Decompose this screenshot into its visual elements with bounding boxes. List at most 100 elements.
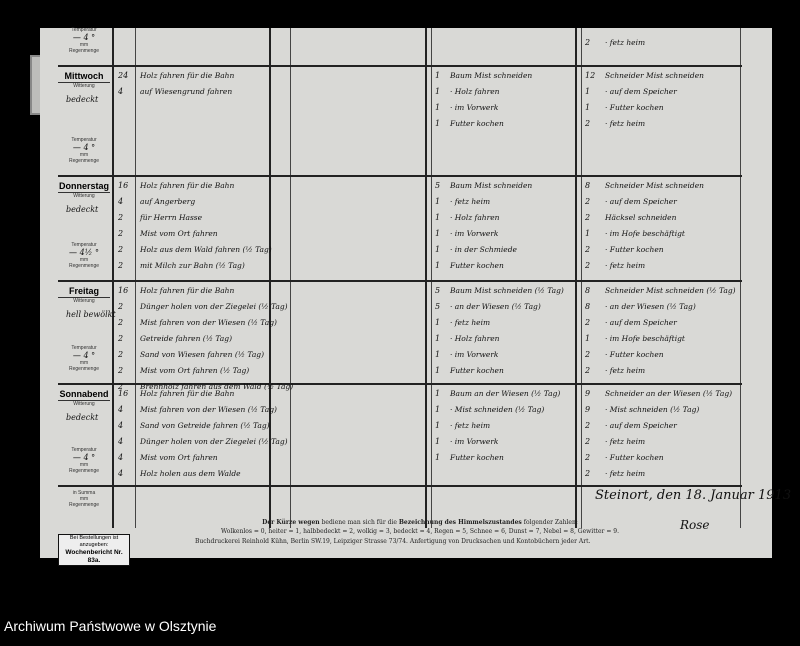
section-divider [58, 280, 742, 282]
work-entry: · Holz fahren [450, 334, 500, 343]
work-entry: Holz fahren für die Bahn [140, 71, 235, 80]
work-entry: · fetz heim [605, 469, 646, 478]
count-cell: 1 [435, 119, 441, 128]
count-cell: 9 [585, 389, 591, 398]
work-entry: · im Vorwerk [450, 103, 499, 112]
count-cell: 2 [118, 213, 124, 222]
temperature-value: — 4 ° [72, 143, 96, 152]
work-entry: · Futter kochen [605, 350, 664, 359]
day-name: Donnerstag [58, 181, 110, 193]
rain-label: Regenmenge [68, 158, 100, 164]
temperature-value: — 4½ ° [69, 248, 99, 257]
count-cell: 1 [435, 350, 441, 359]
count-cell: 4 [118, 87, 124, 96]
count-cell: 2 [585, 469, 591, 478]
section-divider [58, 383, 742, 385]
count-cell: 5 [435, 302, 441, 311]
temperature-block: Temperatur — 4 ° mm Regenmenge [58, 137, 110, 164]
work-entry: auf Angerberg [140, 197, 196, 206]
weather-label: Witterung [73, 401, 95, 407]
rain-unit: mm [79, 152, 89, 158]
weather-label: Witterung [73, 298, 95, 304]
work-entry: · auf dem Speicher [605, 87, 677, 96]
work-entry: · fetz heim [605, 366, 646, 375]
count-cell: 1 [435, 366, 441, 375]
work-entry: · Futter kochen [605, 103, 664, 112]
temperature-block: Temperatur — 4 ° mm Regenmenge [58, 345, 110, 372]
work-entry: Dünger holen von der Ziegelei (½ Tag) [140, 302, 288, 311]
work-entry: · fetz heim [450, 318, 491, 327]
weekly-report-page: Temperatur — 4 ° mm Regenmenge 2 · fetz h… [40, 27, 791, 566]
work-entry: · fetz heim [605, 119, 646, 128]
legend-text: Bezeichnung des Himmelszustandes [398, 519, 522, 526]
count-cell: 1 [585, 334, 591, 343]
count-cell: 8 [585, 286, 591, 295]
count-cell: 4 [118, 421, 124, 430]
work-entry: Holz fahren für die Bahn [140, 286, 235, 295]
work-entry: Häcksel schneiden [605, 213, 677, 222]
column-rule [269, 28, 271, 528]
work-entry: Baum Mist schneiden [450, 181, 533, 190]
work-entry: Sand von Wiesen fahren (½ Tag) [140, 350, 265, 359]
count-cell: 2 [585, 437, 591, 446]
count-cell: 2 [118, 318, 124, 327]
count-cell: 12 [585, 71, 596, 80]
day-label: Sonnabend Witterung [58, 389, 110, 407]
order-box: Bei Bestellungen ist anzugeben: Wochenber… [58, 534, 130, 566]
work-entry: Mist vom Ort fahren (½ Tag) [140, 366, 250, 375]
count-cell: 1 [435, 437, 441, 446]
count-cell: 2 [118, 229, 124, 238]
work-entry: · im Hofe beschäftigt [605, 334, 685, 343]
count-cell: 2 [118, 350, 124, 359]
count-cell: 16 [118, 181, 129, 190]
work-entry: auf Wiesengrund fahren [140, 87, 233, 96]
form-number: Wochenbericht Nr. 83a. [65, 549, 123, 564]
work-entry: · Mist schneiden (½ Tag) [605, 405, 700, 414]
column-rule [112, 28, 114, 528]
work-entry: · fetz heim [605, 261, 646, 270]
count-cell: 1 [435, 405, 441, 414]
total-label: in Summa mm Regenmenge [58, 490, 110, 508]
count-cell: 1 [585, 87, 591, 96]
printer-imprint: Buchdruckerei Reinhold Kühn, Berlin SW.1… [195, 538, 591, 545]
count-cell: 2 [118, 334, 124, 343]
legend-codes: Wolkenlos = 0, heiter = 1, halbbedeckt =… [221, 528, 619, 535]
rain-label: Regenmenge [68, 366, 100, 372]
legend-text: folgender Zahlen: [521, 519, 578, 526]
count-cell: 5 [435, 286, 441, 295]
count-cell: 1 [435, 261, 441, 270]
count-cell: 8 [585, 181, 591, 190]
count-cell: 4 [118, 197, 124, 206]
temperature-block: Temperatur — 4 ° mm Regenmenge [58, 27, 110, 54]
count-cell: 1 [585, 103, 591, 112]
rain-unit: mm [79, 462, 89, 468]
temperature-value: — 4 ° [72, 33, 96, 42]
day-name: Sonnabend [58, 389, 110, 401]
work-entry: · im Vorwerk [450, 229, 499, 238]
count-cell: 1 [435, 71, 441, 80]
work-entry: Futter kochen [450, 119, 504, 128]
work-entry: · an der Wiesen (½ Tag) [605, 302, 696, 311]
work-entry: Schneider Mist schneiden [605, 71, 704, 80]
count-cell: 1 [435, 213, 441, 222]
count-cell: 4 [118, 469, 124, 478]
work-entry: · in der Schmiede [450, 245, 517, 254]
work-entry: · im Vorwerk [450, 350, 499, 359]
work-entry: Mist vom Ort fahren [140, 453, 218, 462]
work-entry: · auf dem Speicher [605, 197, 677, 206]
work-entry: · an der Wiesen (½ Tag) [450, 302, 541, 311]
section-divider [58, 175, 742, 177]
temperature-label: Temperatur [71, 447, 97, 453]
total-text: in Summa [72, 490, 96, 496]
count-cell: 1 [435, 197, 441, 206]
work-entry: · auf dem Speicher [605, 318, 677, 327]
column-rule [575, 28, 577, 528]
count-cell: 1 [435, 318, 441, 327]
count-cell: 2 [118, 382, 124, 391]
count-cell: 24 [118, 71, 129, 80]
count-cell: 2 [118, 261, 124, 270]
count-cell: 4 [118, 405, 124, 414]
rain-label: Regenmenge [68, 468, 100, 474]
day-label: Freitag Witterung [58, 286, 110, 304]
column-rule [431, 28, 432, 528]
